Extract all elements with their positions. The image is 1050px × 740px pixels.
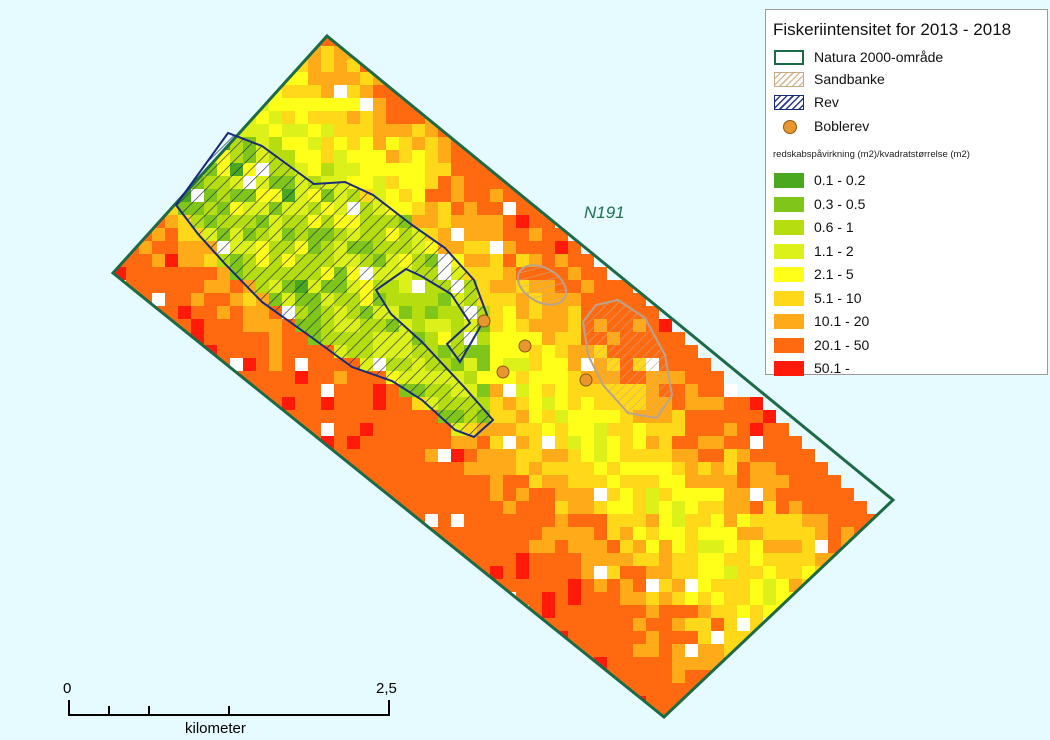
bubble-reef-dot[interactable] bbox=[579, 373, 593, 387]
legend-class-swatch bbox=[774, 337, 804, 353]
legend-class-label: 1.1 - 2 bbox=[814, 242, 854, 259]
map-legend: Fiskeriintensitet for 2013 - 2018 Natura… bbox=[765, 9, 1048, 376]
legend-class-swatch bbox=[774, 314, 804, 329]
legend-class-label: 0.3 - 0.5 bbox=[814, 195, 866, 212]
legend-title: Fiskeriintensitet for 2013 - 2018 bbox=[773, 20, 1012, 39]
legend-class-label: 5.1 - 10 bbox=[814, 289, 862, 306]
legend-class-label: 0.1 - 0.2 bbox=[814, 172, 866, 188]
legend-class-label: 50.1 - bbox=[814, 360, 850, 376]
area-label-n191: N191 bbox=[584, 203, 625, 222]
legend-class-swatch bbox=[774, 361, 804, 376]
bubble-reef-dot[interactable] bbox=[518, 339, 532, 353]
scalebar: 0 2,5 kilometer bbox=[60, 680, 420, 740]
legend-label: Rev bbox=[814, 94, 839, 110]
sandbank-south bbox=[581, 298, 674, 420]
sandbank-north bbox=[516, 264, 568, 306]
legend-class-label: 10.1 - 20 bbox=[814, 313, 870, 329]
natura-2000-boundary bbox=[110, 33, 896, 719]
bubble-reef-dot-swatch bbox=[783, 120, 797, 134]
legend-subtitle: redskabspåvirkning (m2)/kvadratstørrelse… bbox=[773, 149, 970, 160]
scalebar-end-label: 2,5 bbox=[376, 680, 397, 697]
legend-class-swatch bbox=[774, 196, 804, 212]
legend-class-swatch bbox=[774, 243, 804, 259]
bubble-reef-dot[interactable] bbox=[477, 314, 491, 328]
sandbank-hatch-swatch bbox=[774, 72, 804, 87]
legend-class-swatch bbox=[774, 290, 804, 306]
legend-label: Boblerev bbox=[814, 118, 870, 134]
reef-hatch-swatch bbox=[774, 95, 804, 110]
scalebar-graphic bbox=[68, 700, 390, 716]
legend-class-label: 2.1 - 5 bbox=[814, 266, 854, 282]
legend-class-swatch bbox=[774, 173, 804, 188]
reef-polygon bbox=[174, 131, 495, 439]
natura-outline-swatch bbox=[774, 50, 804, 65]
legend-class-swatch bbox=[774, 220, 804, 235]
legend-label: Sandbanke bbox=[814, 71, 885, 87]
bubble-reef-dot[interactable] bbox=[496, 365, 510, 379]
legend-label: Natura 2000-område bbox=[814, 49, 944, 65]
legend-class-label: 20.1 - 50 bbox=[814, 336, 870, 353]
scalebar-start-label: 0 bbox=[63, 680, 72, 697]
scalebar-unit-label: kilometer bbox=[185, 720, 246, 737]
legend-class-label: 0.6 - 1 bbox=[814, 219, 854, 235]
legend-class-swatch bbox=[774, 267, 804, 282]
